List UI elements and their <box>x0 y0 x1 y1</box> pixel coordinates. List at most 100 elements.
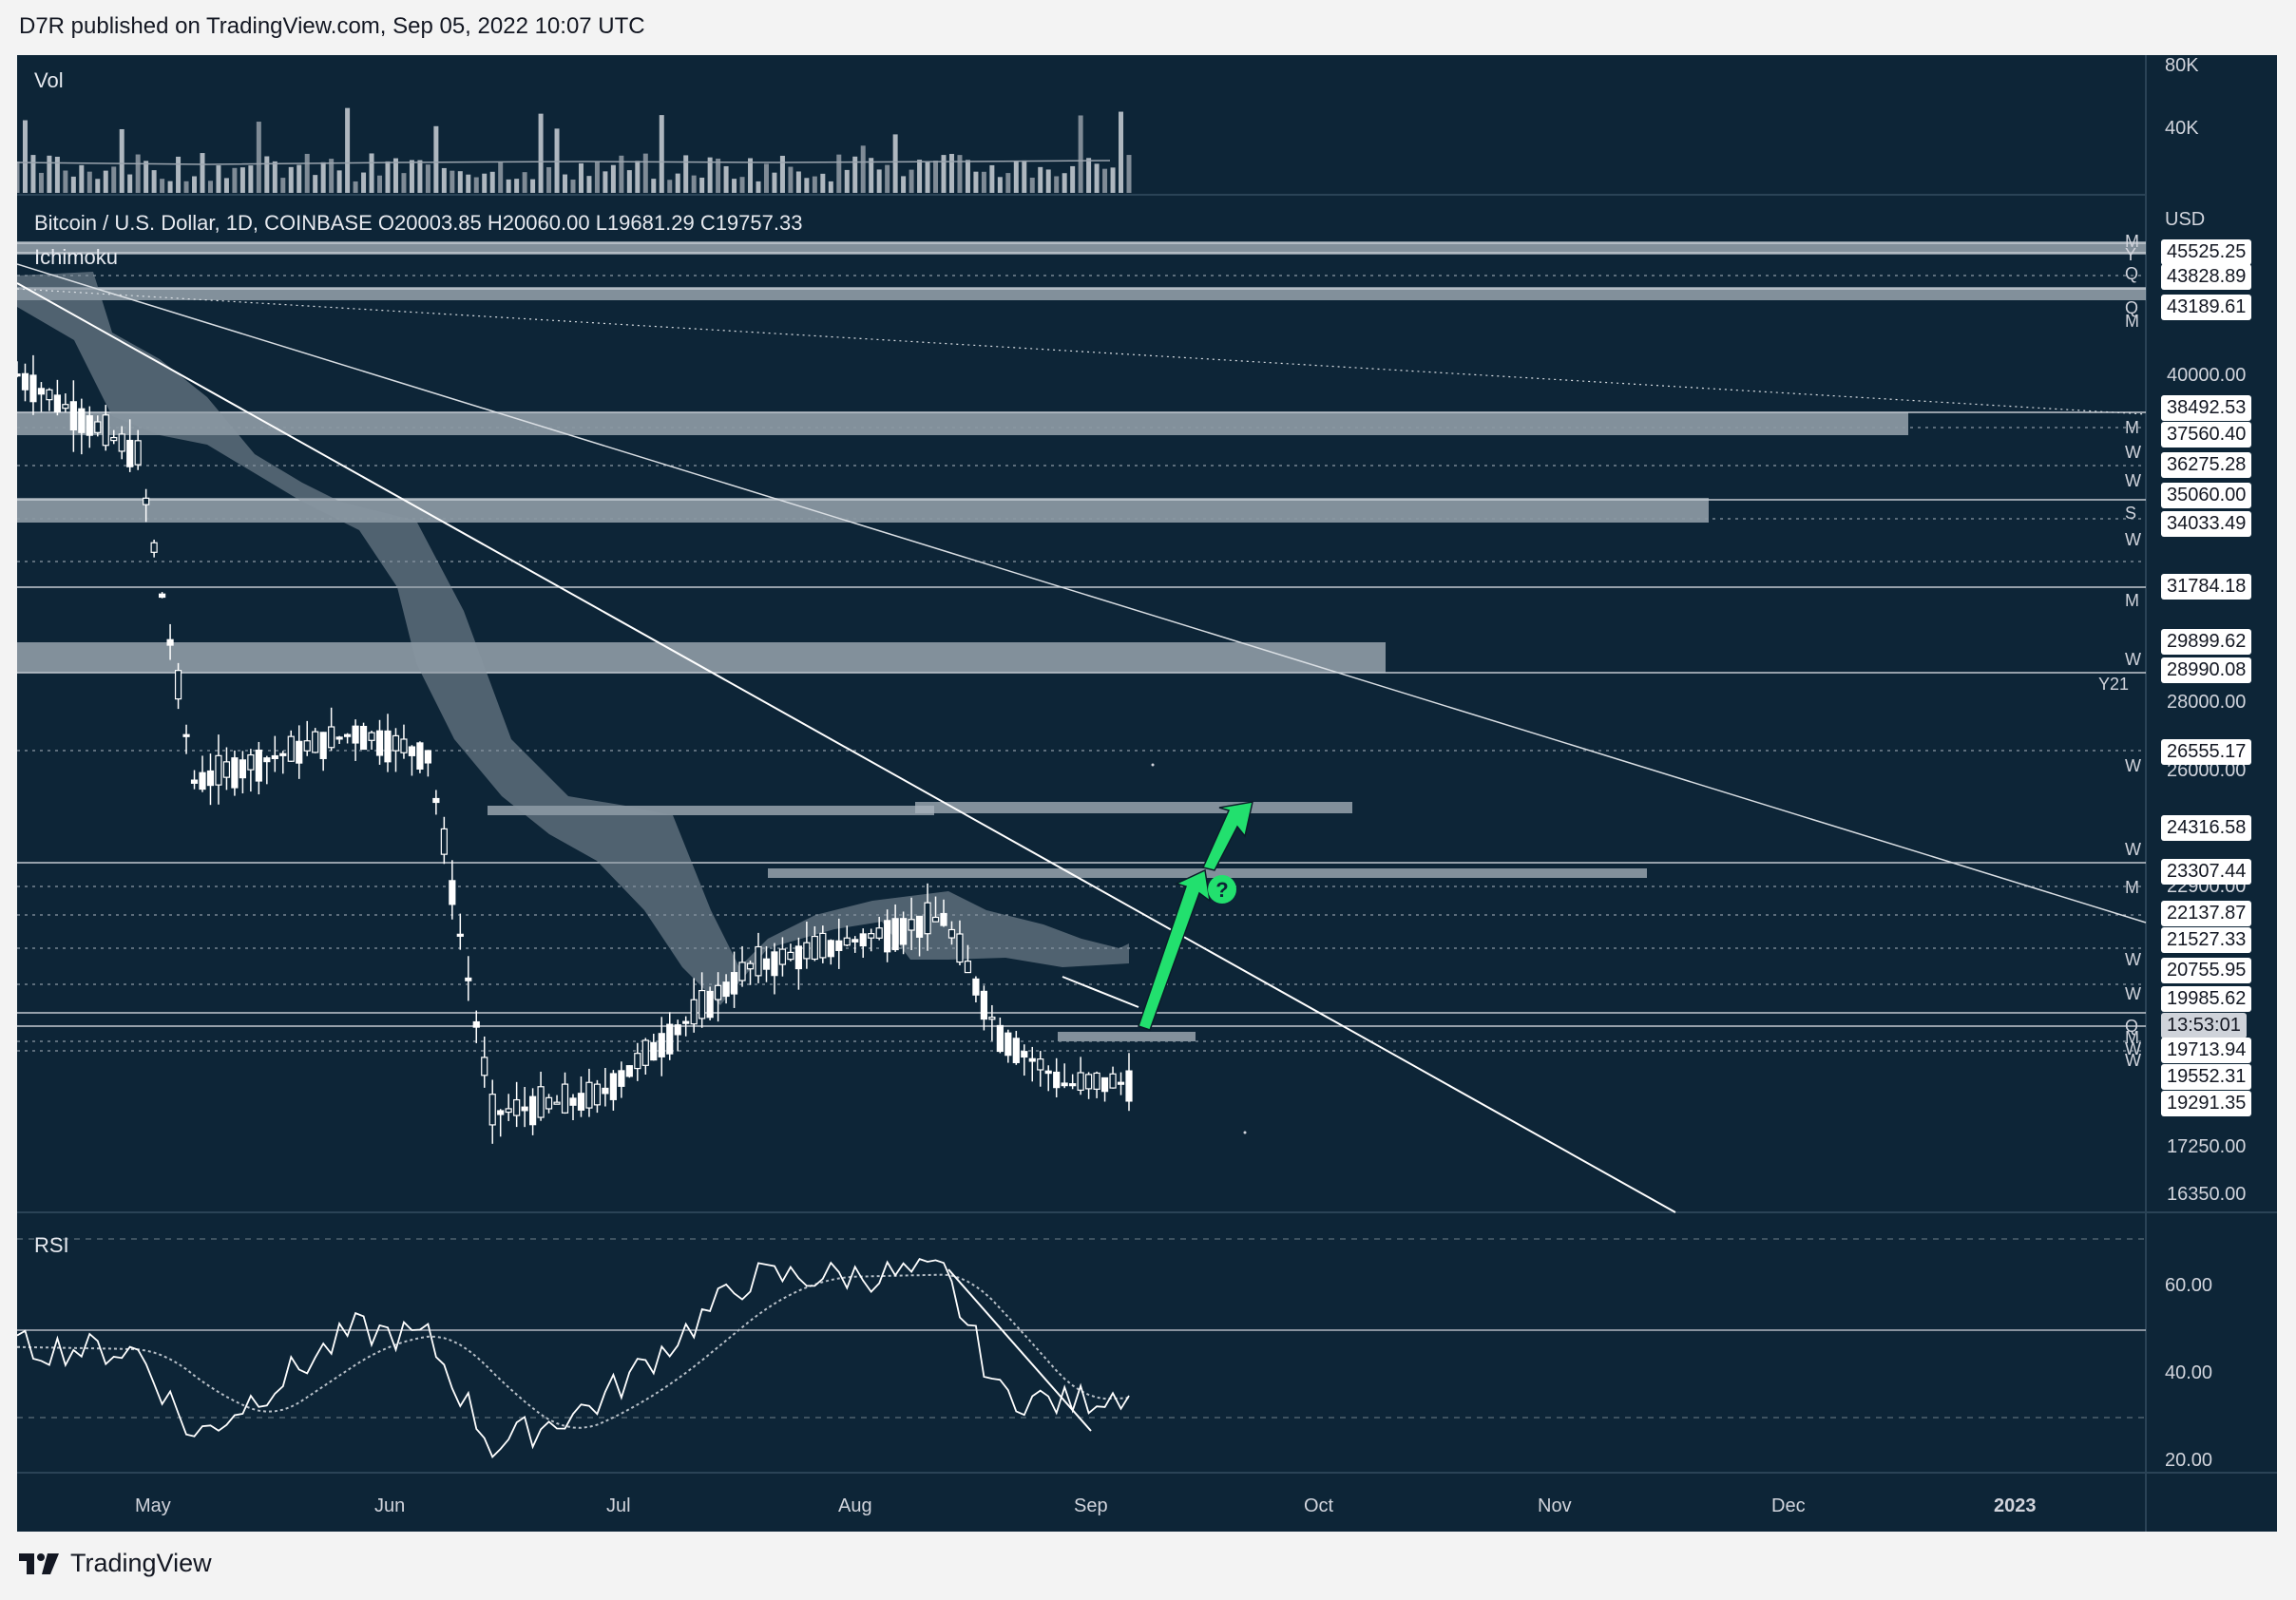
rsi-line <box>17 1258 1130 1458</box>
volume-bar <box>885 164 890 193</box>
volume-bar <box>63 170 68 193</box>
candle-body <box>182 733 190 737</box>
volume-bar <box>716 158 721 193</box>
time-label-sep: Sep <box>1074 1495 1108 1516</box>
candle-body <box>569 1097 577 1106</box>
candle-body <box>843 937 851 946</box>
volume-bar <box>103 170 108 193</box>
level-marker: W <box>2125 950 2141 969</box>
volume-bar <box>530 179 536 193</box>
volume-bar <box>683 155 689 193</box>
volume-bar <box>748 158 754 193</box>
candle-body <box>408 746 416 756</box>
volume-bar <box>538 113 544 193</box>
candle-body <box>279 752 287 756</box>
volume-bar <box>441 167 447 193</box>
price-tag: 34033.49 <box>2161 511 2252 537</box>
volume-bar <box>1013 161 1019 193</box>
zone-24800 <box>488 806 934 815</box>
price-tag: 29899.62 <box>2161 629 2252 655</box>
tradingview-footer[interactable]: TradingView <box>19 1549 212 1578</box>
volume-bar <box>30 155 36 193</box>
volume-bar <box>353 181 358 193</box>
candle-body <box>996 1024 1004 1053</box>
candle-body <box>1125 1070 1133 1102</box>
candle-body <box>650 1041 658 1061</box>
volume-bar <box>38 172 44 193</box>
level-marker: M <box>2125 232 2139 251</box>
zone-23307 <box>768 868 1647 878</box>
level-marker: Q <box>2125 1017 2139 1036</box>
candle-body <box>134 440 142 466</box>
price-tag: 20755.95 <box>2161 958 2252 983</box>
volume-bar <box>506 179 511 193</box>
price-tag: 43828.89 <box>2161 264 2252 290</box>
candle-body <box>706 990 714 1019</box>
candle-body <box>771 951 778 977</box>
volume-bar <box>489 171 495 193</box>
candle-body <box>690 999 698 1025</box>
candle-body <box>118 433 125 452</box>
volume-bar <box>659 115 664 193</box>
zone-28990 <box>17 642 1386 673</box>
volume-bar <box>546 166 552 193</box>
candle-body <box>37 388 46 395</box>
volume-bar <box>909 169 914 193</box>
candle-body <box>964 961 972 974</box>
volume-bar <box>836 154 842 193</box>
volume-bar <box>111 166 117 193</box>
chart-canvas[interactable]: ? <box>17 55 2277 1532</box>
volume-bar <box>795 171 801 193</box>
volume-bar <box>86 171 92 193</box>
volume-bar <box>869 158 874 193</box>
volume-bar <box>361 172 367 193</box>
candle-body <box>287 735 295 762</box>
volume-bar <box>1086 158 1092 193</box>
candle-body <box>738 962 746 981</box>
candle-body <box>303 740 311 752</box>
candle-body <box>296 740 303 764</box>
zone-37560 <box>17 412 1908 435</box>
rsi-title: RSI <box>34 1233 69 1257</box>
volume-bar <box>651 179 657 193</box>
price-tag: 19291.35 <box>2161 1091 2252 1116</box>
candle-body <box>488 1094 496 1126</box>
volume-bar <box>135 154 141 193</box>
volume-ma-line <box>17 160 1111 165</box>
rsi-axis-40: 40.00 <box>2165 1362 2213 1383</box>
price-tag: 31784.18 <box>2161 574 2252 600</box>
volume-bar <box>223 178 229 193</box>
candle-body <box>1069 1083 1077 1087</box>
volume-bar <box>901 176 907 193</box>
candle-body <box>940 912 947 926</box>
axis-26000: 26000.00 <box>2167 760 2247 781</box>
volume-bar <box>248 165 254 193</box>
volume-bar <box>788 166 794 193</box>
axis-40000: 40000.00 <box>2167 365 2247 386</box>
candle-body <box>891 918 899 951</box>
candle-body <box>46 389 53 401</box>
time-label-nov: Nov <box>1538 1495 1572 1516</box>
candle-body <box>29 374 37 403</box>
volume-bar <box>498 162 504 193</box>
candle-body <box>335 736 343 740</box>
volume-bar <box>860 145 866 193</box>
zone-19713 <box>1058 1032 1196 1041</box>
volume-bar <box>1094 163 1100 193</box>
candle-body <box>1109 1073 1117 1089</box>
volume-bar <box>1022 160 1027 193</box>
level-marker: W <box>2125 1039 2141 1058</box>
volume-bar <box>514 179 520 193</box>
projection-arrow <box>1138 801 1253 1031</box>
candle-body <box>368 732 375 741</box>
candle-body <box>110 436 118 442</box>
indicator-ichimoku[interactable]: Ichimoku <box>34 245 119 269</box>
volume-bar <box>385 161 391 193</box>
volume-bar <box>820 173 826 193</box>
volume-bar <box>473 177 479 193</box>
candle-body <box>835 940 843 951</box>
candle-body <box>803 942 811 960</box>
candle-body <box>17 373 21 377</box>
chart-frame[interactable]: ? Vol Bitcoin / U.S. Dollar, 1D, COINBAS… <box>17 55 2277 1532</box>
candle-body <box>585 1081 593 1109</box>
